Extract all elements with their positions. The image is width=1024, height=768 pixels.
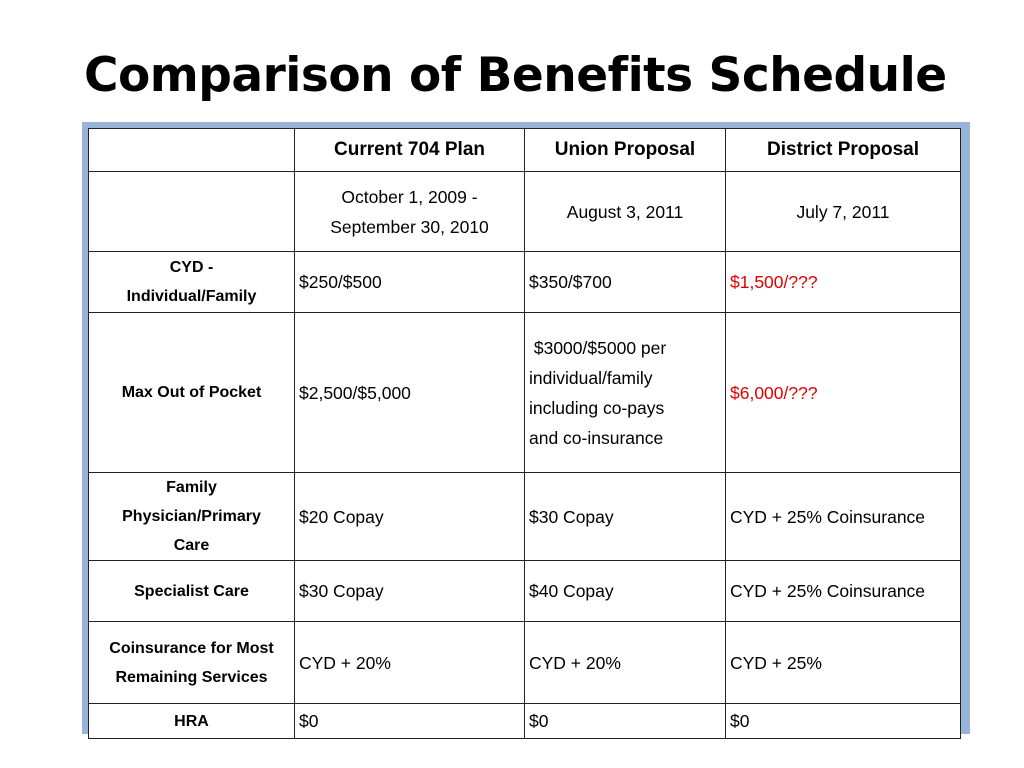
specialist-current-cell: $30 Copay [294,560,525,622]
row-label-family-physician-line2: Physician/Primary [122,508,261,525]
row-label-cyd: CYD - Individual/Family [88,251,295,313]
dates-union-cell: August 3, 2011 [524,171,726,252]
family-physician-district-cell: CYD + 25% Coinsurance [725,472,961,561]
header-corner-cell [88,128,295,172]
row-label-coinsurance: Coinsurance for Most Remaining Services [88,621,295,704]
cyd-union-cell: $350/$700 [524,251,726,313]
coinsurance-union-cell: CYD + 20% [524,621,726,704]
family-physician-union-cell: $30 Copay [524,472,726,561]
row-label-cyd-line1: CYD - [169,259,214,276]
table-frame: Current 704 Plan Union Proposal District… [82,122,970,739]
cyd-district-cell: $1,500/??? [725,251,961,313]
benefits-comparison-table: Current 704 Plan Union Proposal District… [88,128,961,739]
table-row-cyd: CYD - Individual/Family $250/$500 $350/$… [88,251,961,313]
header-union-proposal: Union Proposal [524,128,726,172]
hra-district-cell: $0 [725,703,961,739]
max-oop-union-line2: individual/family [529,367,653,388]
coinsurance-district-cell: CYD + 25% [725,621,961,704]
table-row-coinsurance: Coinsurance for Most Remaining Services … [88,621,961,704]
table-row-family-physician: Family Physician/Primary Care $20 Copay … [88,472,961,561]
header-current-704-plan: Current 704 Plan [294,128,525,172]
header-district-proposal: District Proposal [725,128,961,172]
max-oop-current-cell: $2,500/$5,000 [294,312,525,473]
table-row-specialist-care: Specialist Care $30 Copay $40 Copay CYD … [88,560,961,622]
hra-current-cell: $0 [294,703,525,739]
table-row-hra: HRA $0 $0 $0 [88,703,961,739]
max-oop-union-cell: $3000/$5000 per individual/family includ… [524,312,726,473]
row-label-family-physician-line1: Family [166,479,217,496]
table-header-row: Current 704 Plan Union Proposal District… [88,128,961,172]
cyd-current-cell: $250/$500 [294,251,525,313]
specialist-district-cell: CYD + 25% Coinsurance [725,560,961,622]
coinsurance-current-cell: CYD + 20% [294,621,525,704]
table-row-dates: October 1, 2009 - September 30, 2010 Aug… [88,171,961,252]
family-physician-current-cell: $20 Copay [294,472,525,561]
max-oop-union-line4: and co-insurance [529,427,664,448]
row-label-family-physician-line3: Care [173,537,210,554]
row-label-specialist-care: Specialist Care [88,560,295,622]
specialist-union-cell: $40 Copay [524,560,726,622]
dates-current-cell: October 1, 2009 - September 30, 2010 [294,171,525,252]
table-row-max-out-of-pocket: Max Out of Pocket $2,500/$5,000 $3000/$5… [88,312,961,473]
row-label-cyd-line2: Individual/Family [126,288,257,305]
row-label-hra: HRA [88,703,295,739]
dates-district-cell: July 7, 2011 [725,171,961,252]
max-oop-district-cell: $6,000/??? [725,312,961,473]
dates-current-line2: September 30, 2010 [330,216,489,237]
max-oop-union-line3: including co-pays [529,397,665,418]
row-label-family-physician: Family Physician/Primary Care [88,472,295,561]
dates-current-line1: October 1, 2009 - [341,186,478,207]
max-oop-union-line1: $3000/$5000 per [529,337,667,358]
dates-label-cell [88,171,295,252]
slide-title: Comparison of Benefits Schedule [84,48,947,103]
row-label-coinsurance-line1: Coinsurance for Most [109,639,274,657]
hra-union-cell: $0 [524,703,726,739]
row-label-max-out-of-pocket: Max Out of Pocket [88,312,295,473]
row-label-coinsurance-line2: Remaining Services [115,668,268,686]
